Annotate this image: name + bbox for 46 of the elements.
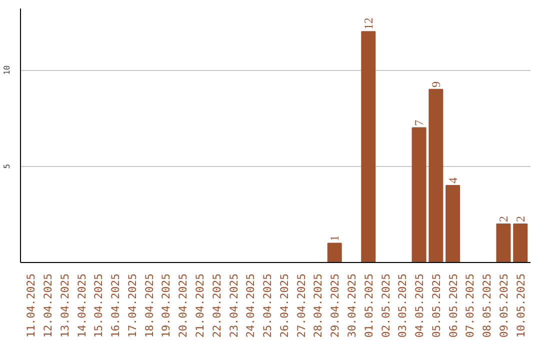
bar <box>412 127 426 262</box>
x-tick-label: 01.05.2025 <box>362 274 376 338</box>
x-tick-label: 27.04.2025 <box>294 274 308 338</box>
x-tick-label: 10.05.2025 <box>514 274 528 338</box>
x-tick-label: 23.04.2025 <box>227 274 240 338</box>
x-tick-label: 24.04.2025 <box>244 274 258 338</box>
x-tick-label: 13.04.2025 <box>58 274 72 338</box>
y-tick-label: 10 <box>2 65 12 75</box>
data-label: 2 <box>513 216 528 222</box>
x-tick-label: 14.04.2025 <box>75 274 88 338</box>
x-tick-label: 02.05.2025 <box>379 274 392 338</box>
x-tick-label: 21.04.2025 <box>194 274 207 338</box>
bar <box>446 185 460 262</box>
x-tick-label: 16.04.2025 <box>109 274 122 338</box>
x-tick-label: 03.05.2025 <box>396 274 410 338</box>
x-tick-label: 19.04.2025 <box>160 274 173 338</box>
x-tick-label: 15.04.2025 <box>92 274 106 338</box>
x-tick-label: 04.05.2025 <box>413 274 426 338</box>
x-tick-label: 30.04.2025 <box>345 274 358 338</box>
x-tick-label: 09.05.2025 <box>497 274 510 338</box>
x-tick-label: 28.04.2025 <box>312 274 325 338</box>
bar <box>513 224 528 262</box>
x-tick-label: 26.04.2025 <box>278 274 291 338</box>
bar <box>361 31 376 262</box>
bar <box>496 224 511 262</box>
x-tick-label: 06.05.2025 <box>446 274 460 338</box>
x-tick-label: 18.04.2025 <box>142 274 156 338</box>
data-label: 9 <box>428 81 443 88</box>
x-tick-label: 12.04.2025 <box>42 274 55 338</box>
x-tick-label: 20.04.2025 <box>176 274 190 338</box>
data-label: 7 <box>412 120 426 126</box>
data-label: 4 <box>446 178 460 184</box>
x-tick-label: 17.04.2025 <box>126 274 139 338</box>
y-tick-label: 5 <box>2 164 12 169</box>
data-label: 1 <box>328 235 342 242</box>
x-tick-label: 05.05.2025 <box>430 274 443 338</box>
x-tick-label: 08.05.2025 <box>480 274 494 338</box>
data-label: 12 <box>361 18 376 30</box>
data-label: 2 <box>496 216 510 222</box>
bar <box>428 88 444 262</box>
x-tick-label: 07.05.2025 <box>464 274 477 338</box>
bar <box>327 242 342 262</box>
x-tick-label: 29.04.2025 <box>328 274 342 338</box>
x-tick-label: 25.04.2025 <box>261 274 274 338</box>
x-tick-label: 11.04.2025 <box>24 274 38 338</box>
x-tick-label: 22.04.2025 <box>210 274 224 338</box>
